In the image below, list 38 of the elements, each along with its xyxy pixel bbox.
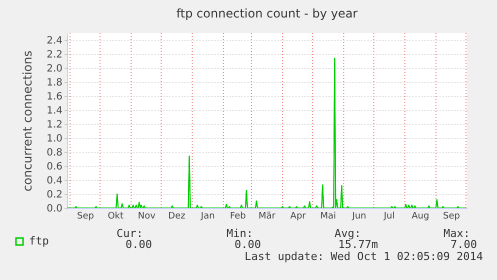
x-tick-label: Mär: [258, 212, 276, 222]
x-tick-label: Jan: [200, 212, 215, 222]
x-tick-label: Mai: [320, 212, 336, 222]
text: 15.77m: [338, 238, 378, 251]
text: 0.00: [126, 238, 152, 251]
y-tick-label: 2.0: [46, 64, 62, 74]
y-tick-label: 2.2: [46, 50, 62, 60]
x-tick-label: Apr: [290, 212, 306, 222]
chart-title: ftp connection count - by year: [176, 6, 358, 20]
text: 0.00: [234, 238, 261, 251]
legend-label: ftp: [29, 234, 49, 248]
text: Min:: [226, 227, 253, 240]
text: Max:: [444, 227, 470, 240]
x-tick-label: Sep: [442, 212, 460, 222]
x-tick-label: Dez: [168, 212, 186, 222]
x-tick-label: Okt: [108, 212, 124, 222]
x-tick-label: Aug: [412, 212, 430, 222]
y-tick-label: 1.8: [46, 78, 62, 88]
y-tick-label: 0.0: [46, 204, 62, 214]
text: Cur:: [116, 227, 143, 240]
x-tick-label: Jul: [382, 212, 395, 222]
x-tick-label: Feb: [230, 212, 246, 222]
y-tick-label: 0.6: [46, 162, 62, 172]
y-tick-label: 1.4: [46, 106, 62, 116]
x-tick-label: Sep: [77, 212, 94, 222]
y-tick-label: 1.0: [46, 134, 62, 144]
y-axis-title: concurrent connections: [20, 50, 35, 192]
y-tick-label: 0.8: [46, 148, 62, 158]
y-tick-label: 2.4: [46, 36, 62, 46]
x-tick-label: Jun: [351, 212, 366, 222]
text: Last update: Wed Oct 1 02:05:09 2014: [244, 250, 484, 263]
text: Avg:: [334, 227, 361, 240]
y-tick-label: 0.4: [46, 176, 62, 186]
y-tick-label: 0.2: [46, 190, 62, 200]
text: 7.00: [450, 238, 477, 251]
y-tick-label: 1.2: [46, 120, 62, 130]
y-tick-label: 1.6: [46, 92, 62, 102]
x-tick-label: Nov: [138, 212, 156, 222]
